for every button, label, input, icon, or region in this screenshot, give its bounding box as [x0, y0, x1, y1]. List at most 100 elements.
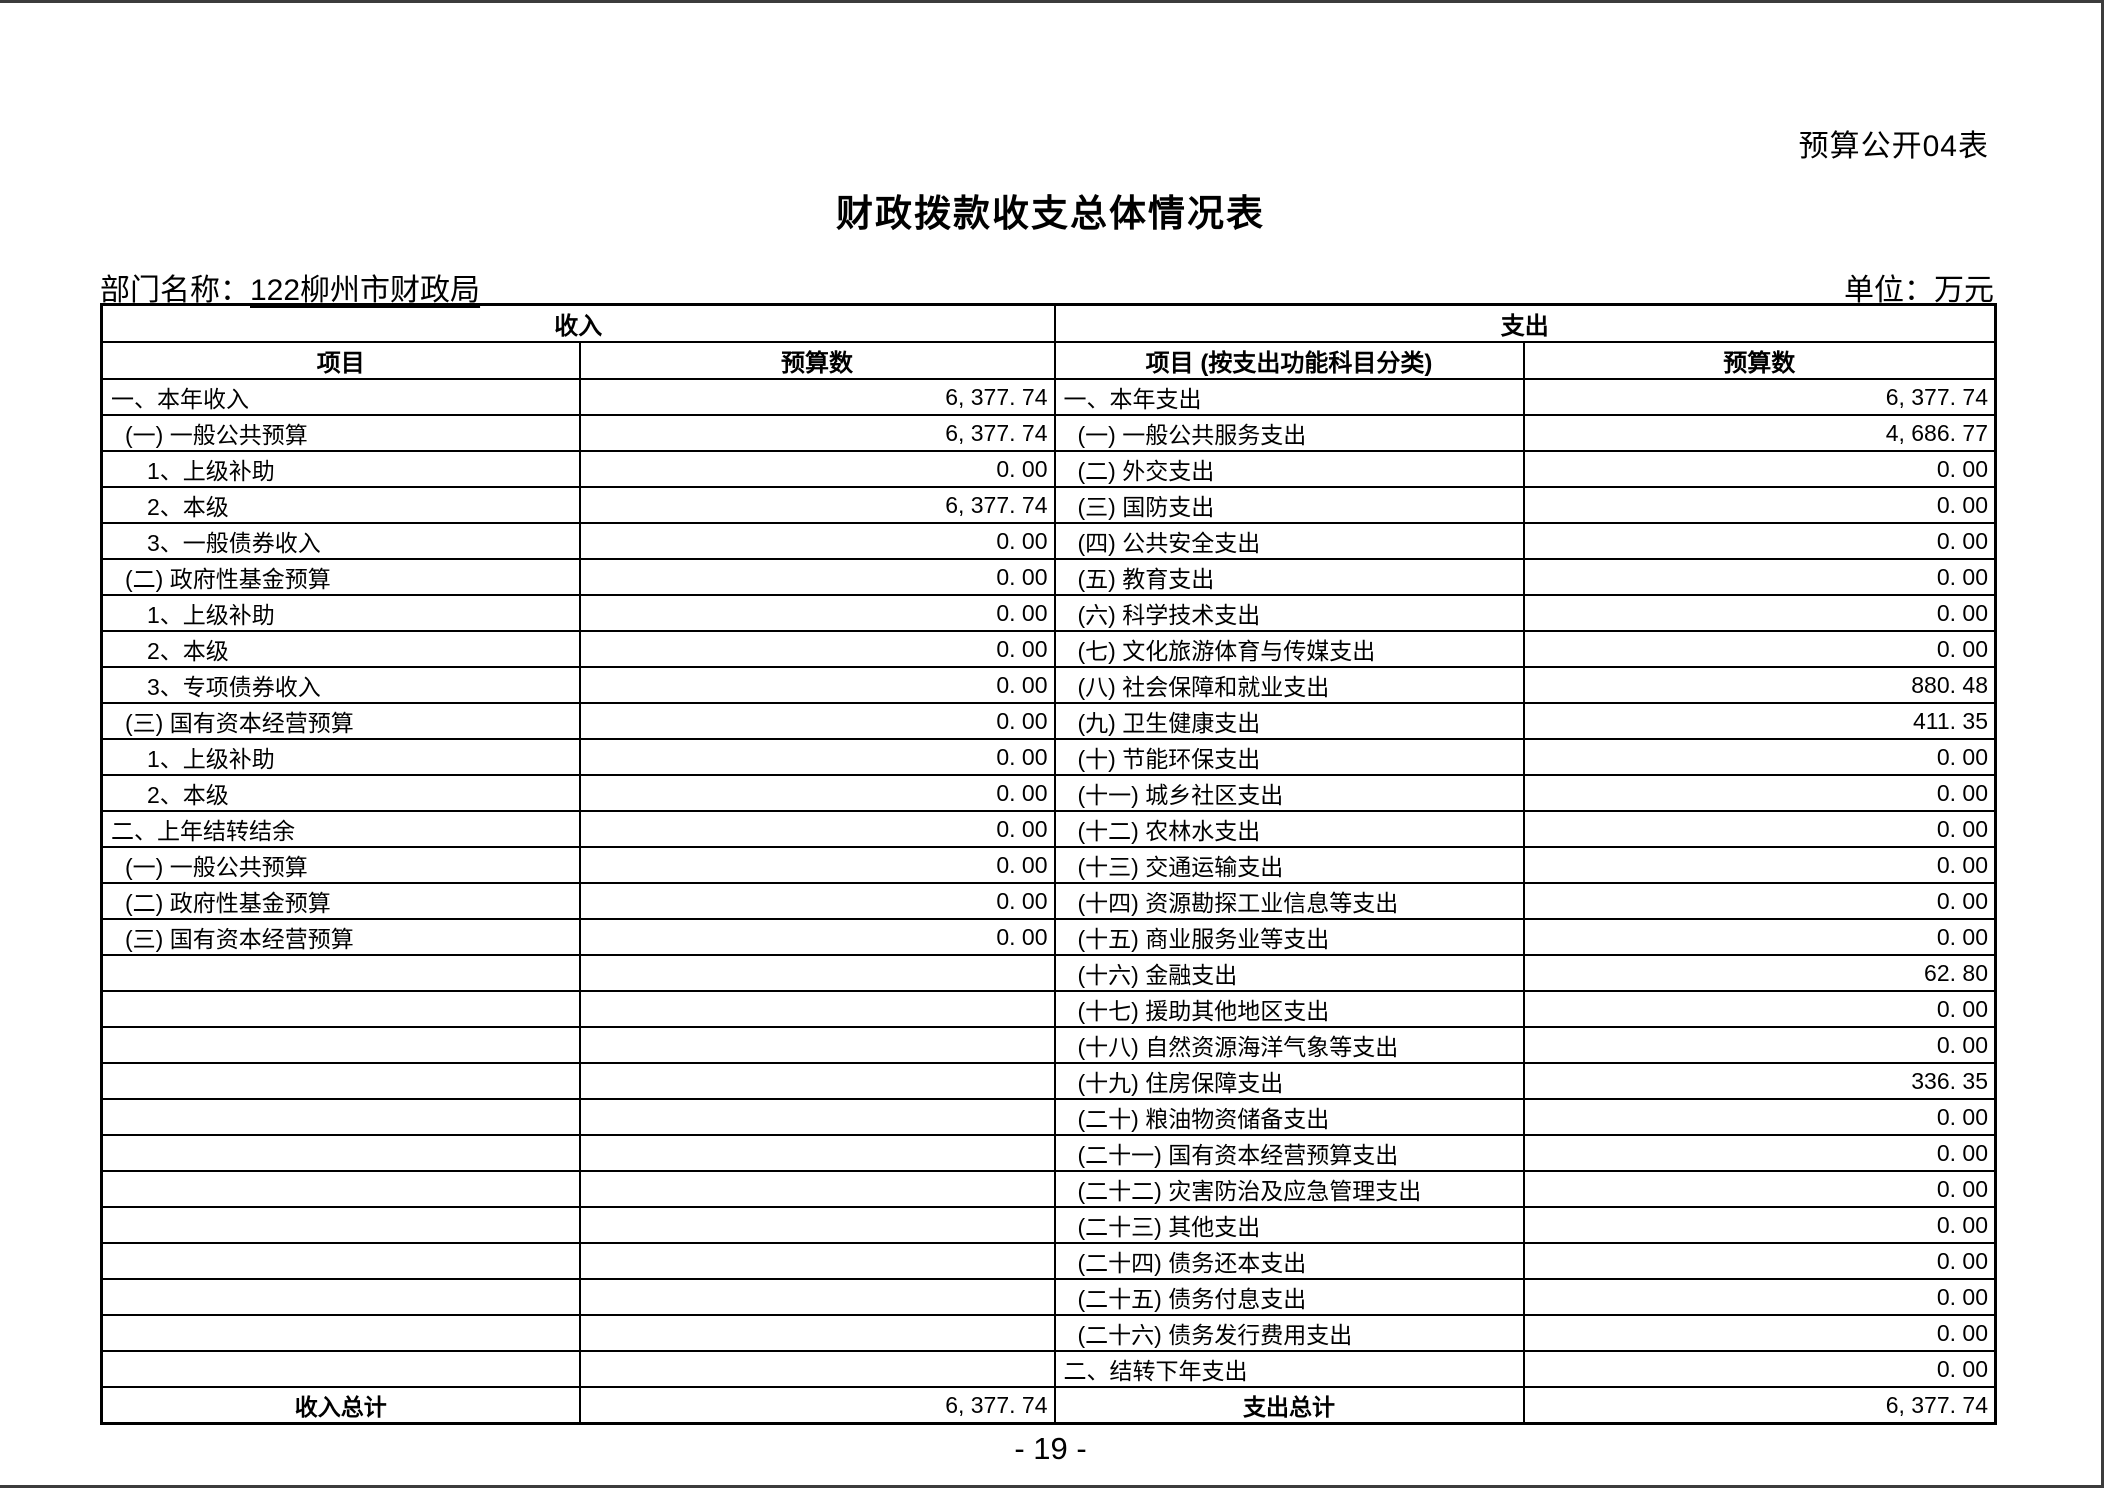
table-row: (二十六) 债务发行费用支出 0. 00 — [100, 1314, 1997, 1352]
table-row: 3、一般债券收入 0. 00 (四) 公共安全支出 0. 00 — [100, 522, 1997, 560]
income-value-cell: 0. 00 — [578, 630, 1056, 668]
income-item-cell: (一) 一般公共预算 — [100, 414, 581, 452]
expenditure-item-cell: (六) 科学技术支出 — [1053, 594, 1525, 632]
unit-label: 单位：万元 — [1844, 274, 1994, 307]
expenditure-value-cell: 0. 00 — [1522, 810, 1997, 848]
expenditure-value-cell: 0. 00 — [1522, 1026, 1997, 1064]
expenditure-value-cell: 62. 80 — [1522, 954, 1997, 992]
income-item-cell: 1、上级补助 — [100, 594, 581, 632]
expenditure-item-cell: (二十五) 债务付息支出 — [1053, 1278, 1525, 1316]
expenditure-item-cell: (二十三) 其他支出 — [1053, 1206, 1525, 1244]
income-value-cell: 0. 00 — [578, 702, 1056, 740]
income-budget-column-header: 预算数 — [578, 341, 1056, 380]
expenditure-item-cell: (十) 节能环保支出 — [1053, 738, 1525, 776]
income-value-cell — [578, 1170, 1056, 1208]
table-row: 1、上级补助 0. 00 (十) 节能环保支出 0. 00 — [100, 738, 1997, 776]
income-item-cell: (三) 国有资本经营预算 — [100, 702, 581, 740]
table-row: (十九) 住房保障支出 336. 35 — [100, 1062, 1997, 1100]
expenditure-item-cell: (十九) 住房保障支出 — [1053, 1062, 1525, 1100]
income-value-cell: 0. 00 — [578, 558, 1056, 596]
table-row: (二十四) 债务还本支出 0. 00 — [100, 1242, 1997, 1280]
table-row: (十七) 援助其他地区支出 0. 00 — [100, 990, 1997, 1028]
table-row: (二十五) 债务付息支出 0. 00 — [100, 1278, 1997, 1316]
expenditure-value-cell: 0. 00 — [1522, 486, 1997, 524]
income-value-cell — [578, 1098, 1056, 1136]
expenditure-item-cell: (八) 社会保障和就业支出 — [1053, 666, 1525, 704]
income-item-cell — [100, 1278, 581, 1316]
income-value-cell: 0. 00 — [578, 594, 1056, 632]
income-item-cell — [100, 1062, 581, 1100]
income-value-cell: 0. 00 — [578, 882, 1056, 920]
expenditure-budget-column-header: 预算数 — [1522, 341, 1997, 380]
income-item-cell: 3、一般债券收入 — [100, 522, 581, 560]
table-row: 3、专项债券收入 0. 00 (八) 社会保障和就业支出 880. 48 — [100, 666, 1997, 704]
expenditure-value-cell: 4, 686. 77 — [1522, 414, 1997, 452]
income-section-header: 收入 — [100, 303, 1056, 343]
expenditure-value-cell: 0. 00 — [1522, 882, 1997, 920]
expenditure-value-cell: 0. 00 — [1522, 558, 1997, 596]
expenditure-section-header: 支出 — [1053, 303, 1997, 343]
expenditure-item-column-header: 项目 (按支出功能科目分类) — [1053, 341, 1525, 380]
table-row: 1、上级补助 0. 00 (六) 科学技术支出 0. 00 — [100, 594, 1997, 632]
income-value-cell — [578, 1314, 1056, 1352]
income-item-cell — [100, 1098, 581, 1136]
income-item-cell: 2、本级 — [100, 486, 581, 524]
income-value-cell: 0. 00 — [578, 450, 1056, 488]
expenditure-item-cell: (二) 外交支出 — [1053, 450, 1525, 488]
expenditure-value-cell: 0. 00 — [1522, 1350, 1997, 1388]
expenditure-value-cell: 411. 35 — [1522, 702, 1997, 740]
table-row: (二十) 粮油物资储备支出 0. 00 — [100, 1098, 1997, 1136]
table-row: (一) 一般公共预算 0. 00 (十三) 交通运输支出 0. 00 — [100, 846, 1997, 884]
table-row: 二、结转下年支出 0. 00 — [100, 1350, 1997, 1388]
income-item-cell: 二、上年结转结余 — [100, 810, 581, 848]
expenditure-total-label: 支出总计 — [1053, 1386, 1525, 1425]
table-row: (二十一) 国有资本经营预算支出 0. 00 — [100, 1134, 1997, 1172]
expenditure-item-cell: (二十一) 国有资本经营预算支出 — [1053, 1134, 1525, 1172]
expenditure-value-cell: 0. 00 — [1522, 846, 1997, 884]
expenditure-item-cell: (五) 教育支出 — [1053, 558, 1525, 596]
expenditure-value-cell: 0. 00 — [1522, 918, 1997, 956]
expenditure-value-cell: 0. 00 — [1522, 1170, 1997, 1208]
income-value-cell: 6, 377. 74 — [578, 414, 1056, 452]
column-header-row: 项目 预算数 项目 (按支出功能科目分类) 预算数 — [100, 341, 1997, 380]
table-row: (三) 国有资本经营预算 0. 00 (九) 卫生健康支出 411. 35 — [100, 702, 1997, 740]
table-row: (一) 一般公共预算 6, 377. 74 (一) 一般公共服务支出 4, 686. … — [100, 414, 1997, 452]
table-row: (十六) 金融支出 62. 80 — [100, 954, 1997, 992]
table-row: (二) 政府性基金预算 0. 00 (五) 教育支出 0. 00 — [100, 558, 1997, 596]
expenditure-item-cell: (十八) 自然资源海洋气象等支出 — [1053, 1026, 1525, 1064]
income-item-cell: 一、本年收入 — [100, 378, 581, 416]
table-row: (十八) 自然资源海洋气象等支出 0. 00 — [100, 1026, 1997, 1064]
income-total-label: 收入总计 — [100, 1386, 581, 1425]
income-item-cell — [100, 1350, 581, 1388]
income-value-cell — [578, 1278, 1056, 1316]
expenditure-value-cell: 0. 00 — [1522, 1242, 1997, 1280]
expenditure-item-cell: (二十二) 灾害防治及应急管理支出 — [1053, 1170, 1525, 1208]
expenditure-value-cell: 0. 00 — [1522, 594, 1997, 632]
table-row: 2、本级 0. 00 (七) 文化旅游体育与传媒支出 0. 00 — [100, 630, 1997, 668]
expenditure-item-cell: (二十四) 债务还本支出 — [1053, 1242, 1525, 1280]
department-value: 122柳州市财政局 — [250, 274, 481, 307]
expenditure-item-cell: (二十六) 债务发行费用支出 — [1053, 1314, 1525, 1352]
expenditure-item-cell: (十一) 城乡社区支出 — [1053, 774, 1525, 812]
table-row: 1、上级补助 0. 00 (二) 外交支出 0. 00 — [100, 450, 1997, 488]
totals-row: 收入总计 6, 377. 74 支出总计 6, 377. 74 — [100, 1386, 1997, 1425]
expenditure-item-cell: (九) 卫生健康支出 — [1053, 702, 1525, 740]
expenditure-value-cell: 0. 00 — [1522, 450, 1997, 488]
income-item-cell: 3、专项债券收入 — [100, 666, 581, 704]
income-value-cell: 0. 00 — [578, 810, 1056, 848]
expenditure-value-cell: 0. 00 — [1522, 522, 1997, 560]
income-value-cell — [578, 1062, 1056, 1100]
income-value-cell — [578, 1206, 1056, 1244]
income-item-cell — [100, 954, 581, 992]
form-code-label: 预算公开04表 — [1798, 130, 1989, 163]
income-item-cell: 2、本级 — [100, 774, 581, 812]
income-value-cell: 6, 377. 74 — [578, 378, 1056, 416]
income-value-cell — [578, 990, 1056, 1028]
expenditure-value-cell: 0. 00 — [1522, 774, 1997, 812]
income-item-column-header: 项目 — [100, 341, 581, 380]
income-value-cell: 0. 00 — [578, 918, 1056, 956]
income-value-cell — [578, 1242, 1056, 1280]
income-value-cell — [578, 1026, 1056, 1064]
expenditure-item-cell: (十二) 农林水支出 — [1053, 810, 1525, 848]
page-number: - 19 - — [1014, 1431, 1087, 1466]
